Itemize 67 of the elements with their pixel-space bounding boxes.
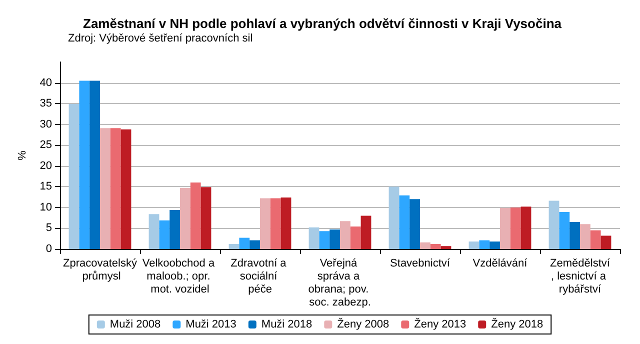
bar: [590, 230, 601, 249]
y-tick-label: 25: [40, 139, 52, 152]
bar: [170, 210, 180, 249]
bar: [520, 206, 532, 249]
bar: [239, 238, 250, 249]
y-tick-label: 10: [40, 201, 52, 214]
bar: [148, 214, 160, 249]
chart-title: Zaměstnaní v NH podle pohlaví a vybraných odvětví činnosti v Kraji Vysočina: [83, 16, 562, 31]
bar: [280, 197, 292, 249]
bar: [468, 242, 480, 249]
y-axis-title: %: [16, 150, 28, 160]
x-tick-label: Vzdělávání: [472, 258, 528, 270]
x-tick-label: Veřejná správa a obrana; pov. soc. zabezp.: [308, 258, 372, 308]
y-tick-label: 40: [40, 76, 52, 89]
bar: [410, 199, 420, 249]
bar: [228, 244, 240, 249]
legend-label: Ženy 2008: [337, 318, 390, 330]
bar: [420, 242, 430, 249]
legend-label: Muži 2008: [110, 318, 161, 330]
bar: [388, 186, 400, 249]
bar: [110, 128, 121, 249]
y-tick-label: 20: [40, 160, 52, 172]
bar: [559, 212, 570, 249]
bar: [68, 104, 80, 249]
legend-label: Muži 2013: [186, 318, 236, 330]
x-tick-label: Stavebnictví: [390, 258, 451, 270]
x-tick-label: Zdravotní a sociální péče: [230, 258, 290, 296]
x-tick-label: Zemědělství, lesnictví a rybářství: [550, 258, 611, 296]
y-tick-label: 35: [40, 98, 52, 110]
y-tick-label: 0: [46, 243, 52, 255]
bar: [100, 128, 110, 249]
bar: [270, 198, 281, 249]
bar: [399, 195, 410, 249]
bar: [319, 231, 330, 249]
bar: [340, 221, 350, 249]
bar: [570, 222, 580, 249]
x-tick-label: Velkoobchod a maloob.; opr. mot. vozidel: [142, 258, 218, 296]
bar: [360, 216, 372, 249]
bar: [260, 198, 270, 249]
bar: [510, 207, 521, 249]
bar: [250, 240, 260, 249]
bar: [200, 187, 212, 249]
legend-label: Muži 2018: [261, 318, 312, 330]
bar: [350, 226, 361, 249]
bar: [490, 242, 500, 249]
y-tick-label: 30: [40, 118, 52, 130]
bar: [600, 236, 612, 249]
bar: [90, 80, 100, 249]
legend-label: Ženy 2018: [491, 318, 544, 330]
bar: [440, 246, 452, 249]
bar: [330, 229, 340, 249]
bar: [479, 240, 490, 249]
bar: [308, 227, 320, 249]
y-tick-label: 15: [40, 180, 52, 193]
bar: [500, 208, 510, 249]
y-tick-label: 5: [46, 222, 52, 234]
x-tick-label: Zpracovatelský průmysl: [63, 258, 138, 282]
bar: [548, 200, 560, 249]
bar: [190, 182, 201, 249]
bar: [430, 244, 441, 249]
text: Zdroj: Výběrové šetření pracovních sil: [68, 32, 253, 44]
bar: [79, 80, 90, 249]
bar: [120, 129, 132, 249]
bar: [580, 224, 590, 249]
legend-label: Ženy 2013: [414, 318, 466, 330]
bar: [159, 220, 170, 249]
bar: [180, 188, 190, 249]
